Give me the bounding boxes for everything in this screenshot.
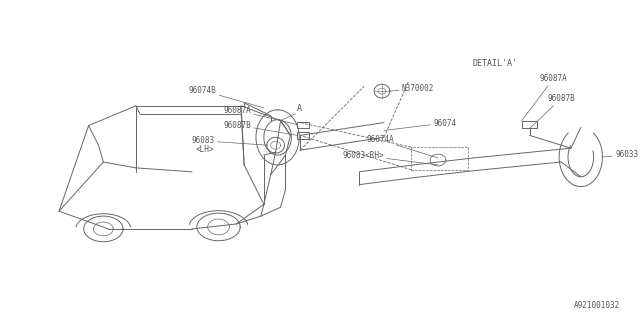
Text: <LH>: <LH> [196, 145, 214, 154]
Text: 96087A: 96087A [522, 74, 567, 121]
Bar [298, 122, 309, 129]
Text: 96074B: 96074B [189, 86, 264, 108]
Text: N370002: N370002 [390, 84, 434, 93]
Text: 96033: 96033 [602, 150, 638, 159]
Text: 96083: 96083 [191, 136, 268, 145]
Text: 96083<RH>: 96083<RH> [342, 151, 438, 165]
Text: DETAIL'A': DETAIL'A' [472, 60, 518, 68]
Bar [298, 132, 309, 139]
Text: 96087B: 96087B [223, 121, 298, 135]
Text: A: A [298, 104, 302, 113]
Text: 96087A: 96087A [223, 106, 298, 124]
Text: A921001032: A921001032 [574, 300, 620, 310]
Text: 96074: 96074 [384, 118, 456, 131]
Text: 96087B: 96087B [530, 94, 575, 129]
Text: 96074A: 96074A [366, 135, 438, 158]
Bar [522, 121, 538, 129]
